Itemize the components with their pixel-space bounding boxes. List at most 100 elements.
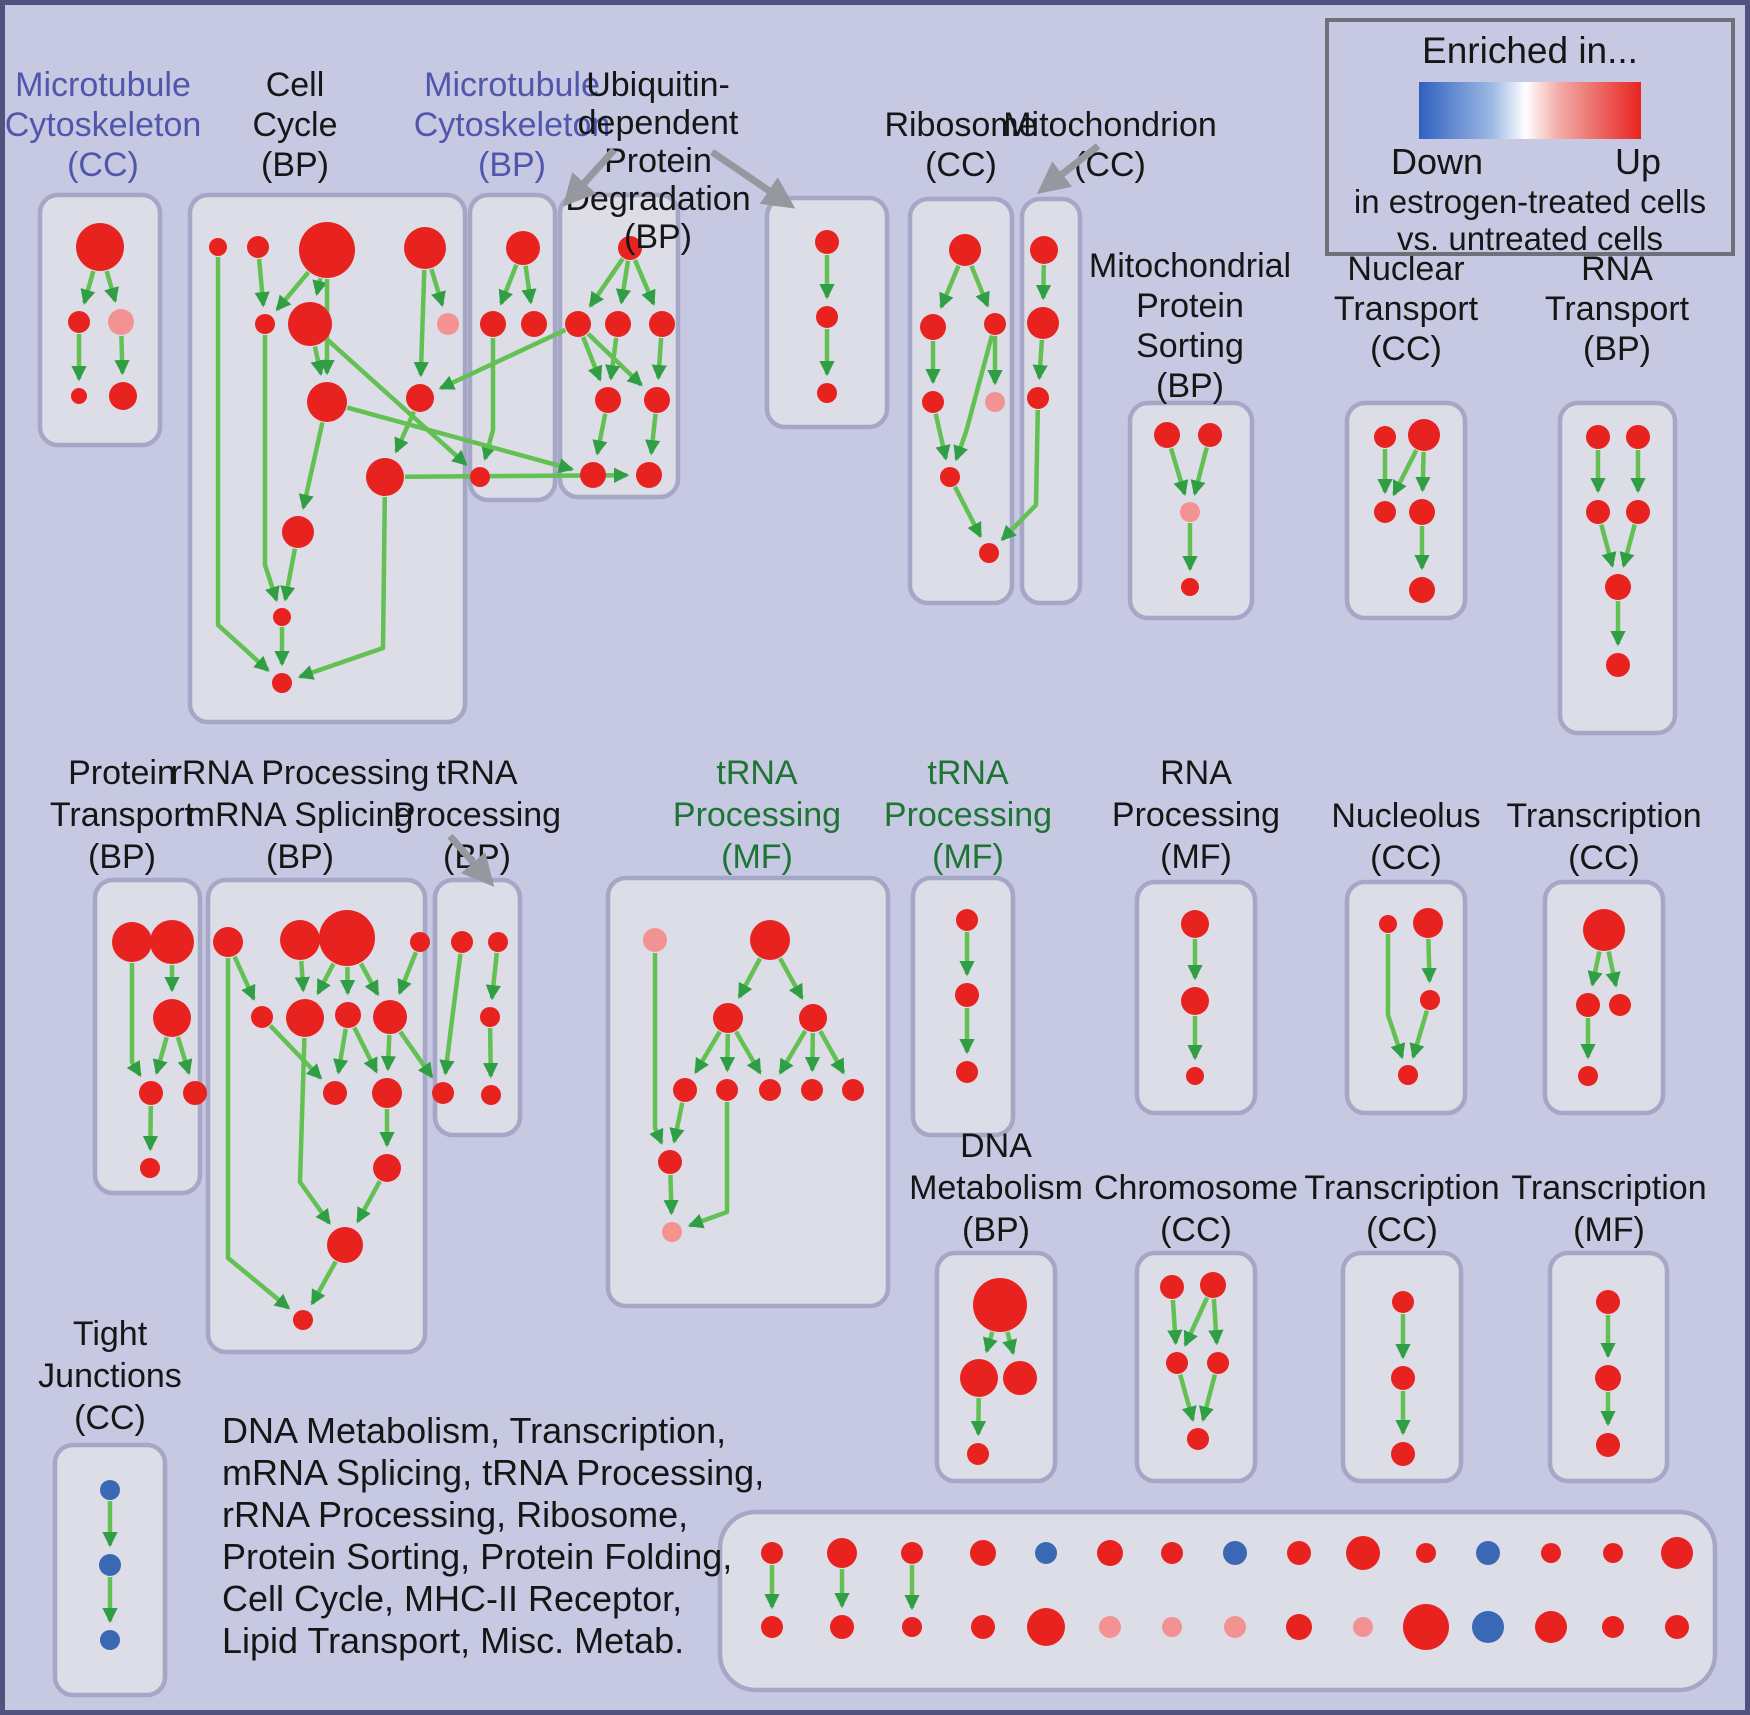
go-term-node-ub0 — [618, 236, 642, 260]
go-term-node-tm4 — [658, 1150, 682, 1174]
annotation-arrow-1 — [710, 149, 796, 209]
mitochondrial-protein-sorting-label: (BP) — [1156, 367, 1224, 405]
misc-text-line: DNA Metabolism, Transcription, — [222, 1410, 727, 1451]
go-term-node-rp3 — [1186, 1067, 1204, 1085]
go-term-node-tp1 — [451, 931, 473, 953]
rrna-processing-mrna-splicing-box — [205, 877, 428, 1355]
edge-ch2-ch4 — [1208, 1298, 1224, 1346]
misc-node-top-12 — [1541, 1543, 1561, 1563]
rna-processing-mf-label: (MF) — [1160, 838, 1232, 876]
legend-up-label: Up — [1614, 141, 1661, 182]
go-term-node-ch5 — [1187, 1428, 1209, 1450]
trna-processing-mf-small-label: (MF) — [932, 838, 1004, 876]
misc-node-top-0 — [761, 1542, 783, 1564]
mitochondrial-protein-sorting-label: Mitochondrial — [1089, 247, 1291, 285]
color-legend: Enriched in... Down Up in estrogen-treat… — [1325, 18, 1735, 257]
edge-dm1-dm2 — [982, 1331, 998, 1354]
go-term-node-ubd — [595, 387, 621, 413]
transcription-mf-label: (MF) — [1573, 1211, 1645, 1249]
go-term-node-mi2 — [1027, 307, 1059, 339]
annotation-arrow-0 — [562, 147, 617, 207]
edge-cc6-mbp4 — [325, 337, 468, 466]
go-term-node-tb2 — [716, 1079, 738, 1101]
edge-ms1-ms3 — [1168, 447, 1189, 496]
trna-processing-mf-small-box — [910, 875, 1016, 1138]
tight-junctions-cc-label: (CC) — [74, 1399, 146, 1437]
trna-processing-mf-small-label: Processing — [884, 796, 1052, 834]
go-term-node-tj1 — [100, 1480, 120, 1500]
go-term-node-ubf — [580, 462, 606, 488]
go-term-node-mi3 — [1027, 387, 1049, 409]
go-term-node-mbp1 — [506, 231, 540, 265]
transcription-cc-row2-label: Transcription — [1506, 797, 1701, 835]
go-term-node-tp3 — [480, 1007, 500, 1027]
edge-tm2-tb3 — [734, 1030, 762, 1075]
go-term-node-pt3 — [153, 999, 191, 1037]
go-term-node-rt5 — [1605, 574, 1631, 600]
edge-cc8-ubf — [346, 405, 575, 474]
go-term-node-mcc5 — [109, 382, 137, 410]
go-term-node-ubg — [636, 462, 662, 488]
go-term-node-tm0 — [643, 928, 667, 952]
misc-node-bottom-3 — [971, 1615, 995, 1639]
go-term-node-ms3 — [1180, 502, 1200, 522]
go-term-node-dm2 — [960, 1359, 998, 1397]
go-term-node-qq3 — [373, 1154, 401, 1182]
go-term-node-rb3 — [984, 313, 1006, 335]
go-term-node-cc12 — [273, 608, 291, 626]
misc-text-line: mRNA Splicing, tRNA Processing, — [222, 1452, 765, 1493]
edge-nc2-nc3 — [1421, 938, 1437, 984]
misc-node-bottom-13 — [1602, 1616, 1624, 1638]
edge-rt3-rt5 — [1599, 524, 1617, 568]
go-term-node-nt4 — [1409, 499, 1435, 525]
misc-node-bottom-2 — [902, 1617, 922, 1637]
go-term-node-cc6 — [288, 302, 332, 346]
microtubule-cytoskeleton-bp-label: Microtubule — [424, 66, 600, 104]
go-term-node-ube — [644, 387, 670, 413]
go-term-node-cc11 — [282, 516, 314, 548]
edge-mbp1-mbp3 — [521, 265, 537, 305]
go-term-node-qq2 — [372, 1078, 402, 1108]
mitochondrial-protein-sorting-label: Protein — [1136, 287, 1244, 325]
go-term-node-ss2 — [286, 999, 324, 1037]
go-term-node-ch1 — [1160, 1275, 1184, 1299]
edge-cc3-cc6 — [312, 277, 328, 297]
edge-tc1-tc2 — [1587, 951, 1603, 987]
edge-tb2-tm5 — [687, 1102, 730, 1229]
edge-rb3-rb6 — [953, 335, 995, 462]
edge-ss4-qq2 — [380, 1034, 397, 1072]
go-term-node-ubb — [605, 311, 631, 337]
cell-cycle-label: Cycle — [252, 106, 337, 144]
go-term-node-tm1 — [750, 920, 790, 960]
rrna-processing-mrna-splicing-label: mRNA Splicing — [187, 796, 414, 834]
go-term-node-rt2 — [1626, 425, 1650, 449]
protein-transport-bp-label: (BP) — [88, 838, 156, 876]
go-term-node-ch4 — [1207, 1352, 1229, 1374]
cell-cycle-label: (BP) — [261, 146, 329, 184]
misc-node-top-5 — [1097, 1540, 1123, 1566]
go-term-node-mbp2 — [480, 311, 506, 337]
go-term-node-ub22 — [816, 306, 838, 328]
edge-nc1-nc4 — [1385, 934, 1406, 1060]
dna-metabolism-bp-label: DNA — [960, 1127, 1032, 1165]
edge-pt3-pt4 — [152, 1036, 169, 1076]
microtubule-cytoskeleton-cc-label: Cytoskeleton — [5, 106, 202, 144]
trna-processing-bp-label: tRNA — [436, 754, 518, 792]
go-term-node-tp5 — [481, 1085, 501, 1105]
edge-ub0-ubc — [632, 259, 656, 306]
microtubule-cytoskeleton-cc-box — [37, 192, 163, 448]
go-term-node-cc8 — [307, 382, 347, 422]
misc-text-line: Cell Cycle, MHC-II Receptor, — [222, 1578, 683, 1619]
edge-rr4-ss4 — [397, 951, 418, 996]
go-term-node-nt1 — [1374, 426, 1396, 448]
cell-cycle-label: Cell — [266, 66, 325, 104]
go-term-node-qq4 — [327, 1227, 363, 1263]
legend-subtitle-1: in estrogen-treated cells — [1353, 183, 1707, 220]
edge-tm4-tm5 — [663, 1174, 679, 1216]
annotation-arrows-layer — [447, 143, 1101, 887]
go-term-node-mcc3 — [108, 309, 134, 335]
go-term-node-rp1 — [1181, 910, 1209, 938]
legend-gradient-bar — [1419, 82, 1641, 139]
misc-node-top-8 — [1287, 1541, 1311, 1565]
